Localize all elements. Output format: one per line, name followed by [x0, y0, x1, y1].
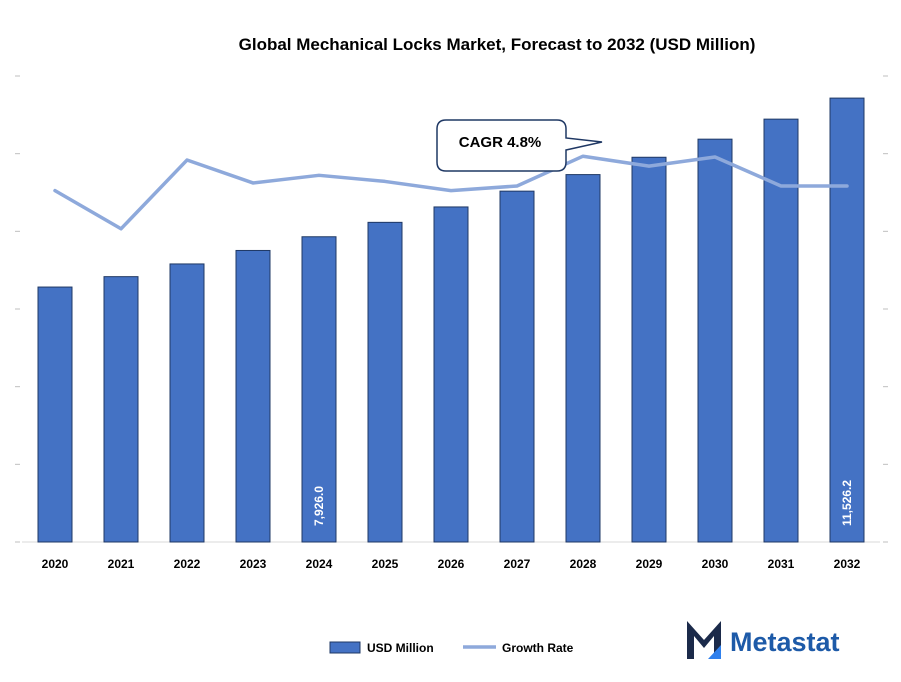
x-tick-label: 2026 [438, 557, 465, 571]
legend-swatch-usd-million [329, 641, 361, 654]
bar-2032 [829, 97, 865, 543]
legend-label-growth-rate: Growth Rate [502, 641, 574, 655]
right-axis-ticks [883, 75, 888, 543]
x-tick-label: 2031 [768, 557, 795, 571]
x-axis-labels: 2020 2021 2022 2023 2024 2025 2026 2027 2028 2029… [42, 557, 861, 571]
legend: USD Million Growth Rate [329, 641, 574, 655]
data-labels: 7,926.0 11,526.2 [312, 480, 854, 526]
chart-title: Global Mechanical Locks Market, Forecast… [239, 35, 756, 54]
cagr-callout: CAGR 4.8% [436, 119, 603, 172]
bar-2030 [697, 138, 733, 543]
x-tick-label: 2028 [570, 557, 597, 571]
bar-2024 [301, 236, 337, 543]
x-tick-label: 2027 [504, 557, 531, 571]
x-tick-label: 2021 [108, 557, 135, 571]
bar-2025 [367, 221, 403, 543]
x-tick-label: 2032 [834, 557, 861, 571]
bar-2022 [169, 263, 205, 543]
x-tick-label: 2024 [306, 557, 333, 571]
metastat-logo-accent [708, 645, 721, 659]
x-tick-label: 2029 [636, 557, 663, 571]
x-tick-label: 2023 [240, 557, 267, 571]
x-tick-label: 2022 [174, 557, 201, 571]
bar-2020 [37, 286, 73, 543]
metastat-logo: Metastat [687, 621, 840, 659]
bar-2031 [763, 118, 799, 543]
bar-2021 [103, 276, 139, 543]
data-label: 7,926.0 [312, 486, 326, 526]
x-tick-label: 2020 [42, 557, 69, 571]
legend-label-usd-million: USD Million [367, 641, 434, 655]
data-label: 11,526.2 [840, 480, 854, 526]
bar-2023 [235, 249, 271, 543]
metastat-logo-icon [687, 621, 721, 659]
bar-series [37, 97, 865, 543]
cagr-label: CAGR 4.8% [459, 134, 542, 151]
bar-2029 [631, 156, 667, 543]
cagr-callout-box [436, 119, 603, 172]
bar-2026 [433, 206, 469, 543]
metastat-logo-text: Metastat [730, 627, 840, 657]
growth-line-series [53, 154, 849, 231]
left-axis-ticks [15, 75, 20, 543]
bar-2028 [565, 174, 601, 543]
x-tick-label: 2025 [372, 557, 399, 571]
bar-2027 [499, 190, 535, 543]
x-tick-label: 2030 [702, 557, 729, 571]
